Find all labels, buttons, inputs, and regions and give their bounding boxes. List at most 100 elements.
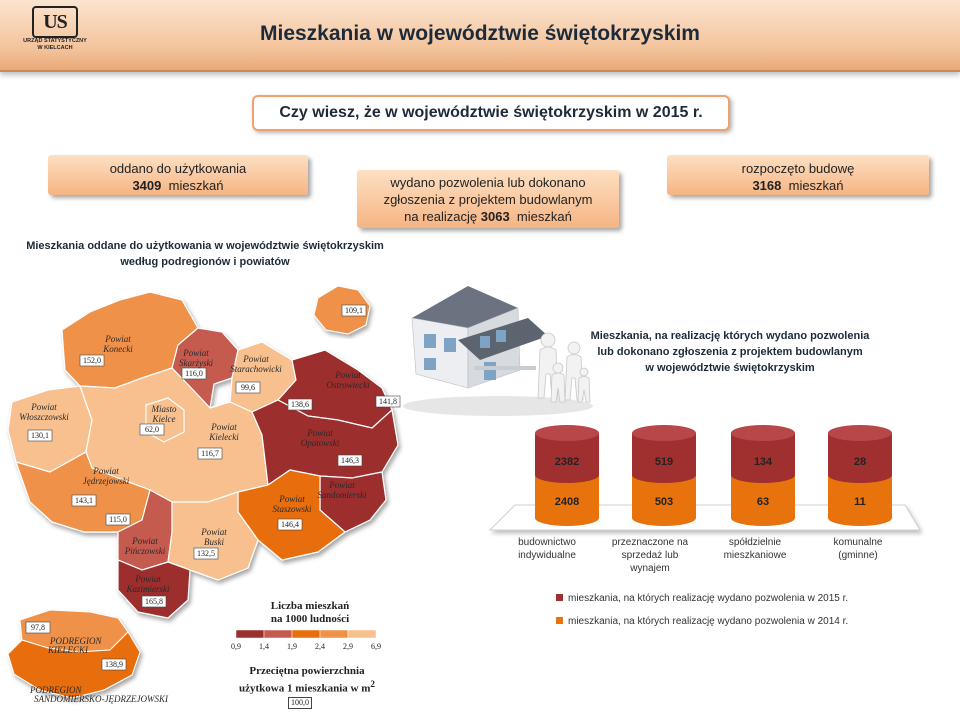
district-label-line-1: Powiat	[30, 402, 57, 412]
logo-mark: US	[32, 6, 78, 38]
map-legend-scale: 0,9 1,4 1,9 2,4 2,9 6,9	[231, 629, 381, 651]
data-label-2014-1: 503	[655, 496, 673, 508]
legend-label-series-0: mieszkania, na których realizację wydano…	[568, 593, 848, 604]
subregion-kielecki-line-1: PODREGION	[49, 636, 102, 646]
district-label-line-1: Powiat	[306, 428, 333, 438]
district-label-line-2: Kazimierski	[125, 584, 170, 594]
legend-tick-4: 2,9	[343, 642, 353, 651]
district-label-line-1: Powiat	[104, 334, 131, 344]
legend-swatch-0	[235, 629, 265, 639]
chart-bar-group-0: 2382 2408	[535, 425, 599, 526]
district-label-line-2: Starachowicki	[230, 364, 282, 374]
category-label-2: spółdzielnie mieszkaniowe	[724, 537, 787, 561]
district-label-opatowski: Powiat Opatowski	[301, 428, 340, 448]
stat-permits-prefix: na realizację	[404, 209, 478, 224]
chart-title-line-1: Mieszkania, na realizację których wydano…	[590, 330, 870, 342]
district-label-line-2: Konecki	[102, 344, 133, 354]
district-label-line-1: Powiat	[182, 348, 209, 358]
category-label-0: budownictwo indywidualne	[518, 537, 576, 561]
legend-swatch-1	[263, 629, 293, 639]
house-family-illustration	[403, 286, 593, 416]
district-label-line-2: Pińczowski	[124, 546, 166, 556]
stat-permits-value: 3063	[480, 209, 510, 224]
bar-2014-2	[731, 475, 795, 526]
stat-permits-unit: mieszkań	[516, 209, 572, 224]
data-label-2014-0: 2408	[555, 496, 579, 508]
subregion-sandomiersko-value-box	[101, 658, 127, 671]
subregion-sandomiersko-label: PODREGION SANDOMIERSKO-JĘDRZEJOWSKI	[29, 685, 169, 704]
district-label-wloszczowski: Powiat Włoszczowski	[19, 402, 69, 422]
avg-area-example-box: 100,0	[288, 697, 312, 709]
district-label-pinczowski: Powiat Pińczowski	[124, 536, 166, 556]
map-title-line-1: Mieszkania oddane do użytkowania w wojew…	[26, 240, 384, 252]
district-value-kazimierski: 165,8	[145, 597, 163, 606]
district-value-kielce: 62,0	[145, 425, 159, 434]
category-label-line: spółdzielnie	[729, 537, 782, 548]
stat-box-started: rozpoczęto budowę 3168 mieszkań	[667, 155, 929, 195]
district-value-skarzyski: 116,0	[185, 369, 203, 378]
district-value-pinczowski: 115,0	[109, 515, 127, 524]
category-label-line: wynajem	[629, 563, 669, 574]
map-legend-title-line-2: na 1000 ludności	[270, 613, 350, 625]
category-label-line: przeznaczone na	[612, 537, 689, 548]
map-title: Mieszkania oddane do użytkowania w wojew…	[0, 238, 410, 270]
district-label-staszowski: Powiat Staszowski	[272, 494, 312, 514]
data-label-2014-3: 11	[854, 496, 866, 508]
data-label-2015-0: 2382	[555, 456, 579, 468]
stat-box-permits: wydano pozwolenia lub dokonano zgłoszeni…	[357, 170, 619, 228]
district-value-buski: 132,5	[197, 549, 215, 558]
bar-2015-3	[828, 433, 892, 483]
category-label-line: mieszkaniowe	[724, 550, 787, 561]
district-label-line-2: Sandomierski	[318, 490, 367, 500]
avg-area-title-line-2: użytkowa 1 mieszkania w m	[239, 682, 371, 695]
avg-area-title: Przeciętna powierzchnia użytkowa 1 miesz…	[222, 665, 392, 696]
legend-tick-3: 2,4	[315, 642, 325, 651]
subregion-kielecki-value-box	[25, 621, 51, 634]
legend-swatch-2	[291, 629, 321, 639]
stat-started-label: rozpoczęto budowę	[741, 161, 855, 176]
avg-area-title-sup: 2	[370, 679, 375, 689]
district-value-konecki: 152,0	[83, 356, 101, 365]
avg-area-title-line-1: Przeciętna powierzchnia	[249, 665, 365, 677]
subregion-sandomiersko-line-2: SANDOMIERSKO-JĘDRZEJOWSKI	[34, 694, 169, 704]
district-label-line-2: Opatowski	[301, 438, 340, 448]
subregion-kielecki-line-2: KIELECKI	[47, 645, 89, 655]
district-value-box-ostrowiecki	[375, 395, 401, 408]
data-label-2015-1: 519	[655, 456, 673, 468]
chart-bar-group-3: 28 11	[828, 425, 892, 526]
header-bar	[0, 0, 960, 72]
district-label-line-1: Powiat	[328, 480, 355, 490]
district-value-box-starachowicki	[235, 381, 261, 394]
district-label-starachowicki: Powiat Starachowicki	[230, 354, 282, 374]
category-label-3: komunalne (gminne)	[834, 537, 883, 561]
district-label-konecki: Powiat Konecki	[102, 334, 133, 354]
district-label-line-1: Powiat	[92, 466, 119, 476]
bar-2015-top-0	[535, 425, 599, 441]
stat-started-value: 3168	[752, 178, 782, 193]
statistical-office-logo: US URZĄD STATYSTYCZNY W KIELCACH	[18, 6, 92, 66]
district-label-ostrowiecki: Powiat Ostrowiecki	[326, 370, 370, 390]
map-legend-title: Liczba mieszkań na 1000 ludności	[232, 600, 388, 626]
district-value-box-wloszczowski	[27, 429, 53, 442]
district-value-box-jedrzejowski	[71, 494, 97, 507]
legend-swatch-4	[347, 629, 377, 639]
legend-tick-5: 6,9	[371, 642, 381, 651]
district-label-kielce: Miasto Kielce	[150, 404, 177, 424]
bar-2015-top-3	[828, 425, 892, 441]
subregion-kielecki-label: PODREGION KIELECKI	[47, 636, 104, 655]
district-value-box-staszowski	[277, 518, 303, 531]
voivodeship-value-box	[341, 304, 367, 317]
district-label-sandomierski: Powiat Sandomierski	[318, 480, 367, 500]
district-value-ostrowiecki: 141,8	[379, 397, 397, 406]
district-value-sandomierski: 146,3	[341, 456, 359, 465]
district-label-line-2: Buski	[204, 537, 224, 547]
district-label-skarzyski: Powiat Skarżyski	[179, 348, 213, 368]
bar-2015-top-2	[731, 425, 795, 441]
subregion-sandomiersko-value: 138,9	[105, 660, 123, 669]
bar-2014-1	[632, 475, 696, 526]
page-title: Mieszkania w województwie świętokrzyskim	[260, 22, 700, 45]
legend-label-series-1: mieszkania, na których realizację wydano…	[568, 616, 848, 627]
chart-bar-group-1: 519 503	[632, 425, 696, 526]
district-label-line-2: Staszowski	[272, 504, 312, 514]
chart-title: Mieszkania, na realizację których wydano…	[560, 328, 900, 376]
